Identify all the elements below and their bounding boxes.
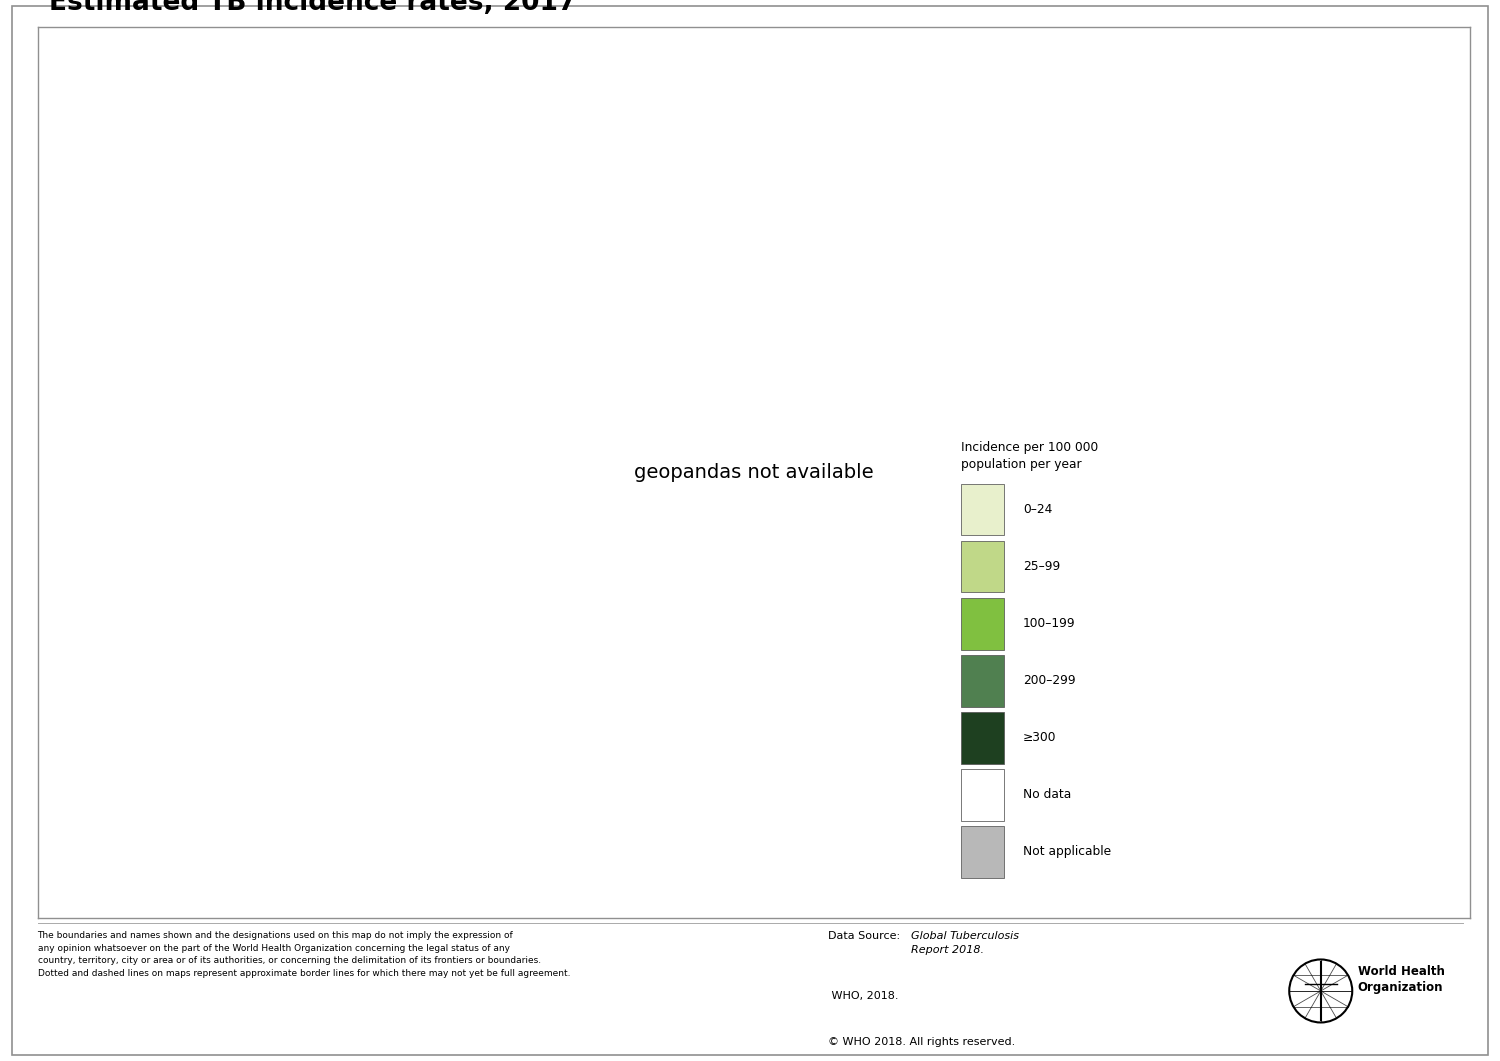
Text: Global Tuberculosis
Report 2018.: Global Tuberculosis Report 2018.: [910, 932, 1019, 955]
Bar: [962, 597, 1005, 649]
Text: Data Source:: Data Source:: [828, 932, 904, 941]
Text: No data: No data: [1023, 788, 1071, 801]
Text: 100–199: 100–199: [1023, 618, 1076, 630]
Text: Not applicable: Not applicable: [1023, 846, 1112, 858]
Text: © WHO 2018. All rights reserved.: © WHO 2018. All rights reserved.: [828, 1037, 1016, 1047]
Bar: [962, 769, 1005, 820]
Text: ≥300: ≥300: [1023, 731, 1056, 744]
Bar: [962, 825, 1005, 877]
Bar: [962, 655, 1005, 707]
Text: 0–24: 0–24: [1023, 503, 1053, 516]
Bar: [962, 712, 1005, 764]
Text: Incidence per 100 000
population per year: Incidence per 100 000 population per yea…: [962, 440, 1098, 471]
Text: The boundaries and names shown and the designations used on this map do not impl: The boundaries and names shown and the d…: [38, 932, 570, 977]
Text: 200–299: 200–299: [1023, 674, 1076, 688]
Text: 25–99: 25–99: [1023, 560, 1060, 573]
Text: World Health
Organization: World Health Organization: [1358, 964, 1444, 994]
Bar: [962, 541, 1005, 592]
Bar: [962, 484, 1005, 536]
Text: WHO, 2018.: WHO, 2018.: [828, 991, 898, 1001]
Text: Estimated TB incidence rates, 2017: Estimated TB incidence rates, 2017: [50, 0, 576, 16]
Text: geopandas not available: geopandas not available: [634, 463, 873, 482]
